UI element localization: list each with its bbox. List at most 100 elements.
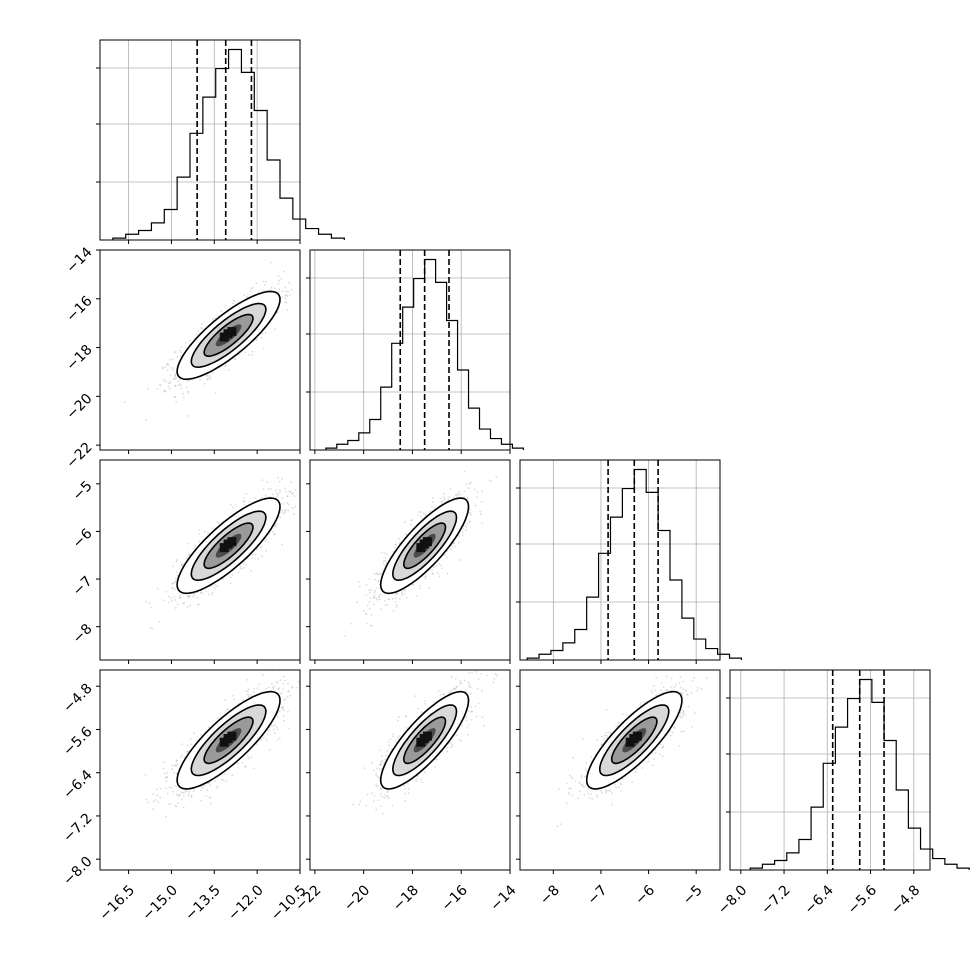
scatter-point: [174, 385, 176, 388]
scatter-point: [185, 557, 188, 560]
scatter-point: [458, 535, 461, 538]
scatter-point: [172, 369, 175, 372]
scatter-point: [222, 578, 224, 581]
scatter-point: [233, 300, 236, 302]
scatter-point: [283, 270, 285, 273]
scatter-point: [247, 694, 250, 697]
scatter-point: [177, 384, 179, 387]
scatter-point: [463, 470, 466, 473]
scatter-point: [280, 277, 282, 280]
panel-1-1: [306, 249, 525, 454]
scatter-point: [174, 805, 177, 807]
scatter-point: [284, 297, 287, 300]
scatter-point: [368, 578, 371, 580]
scatter-point: [369, 597, 372, 599]
scatter-point: [392, 610, 395, 612]
scatter-point: [388, 598, 391, 601]
scatter-point: [208, 781, 211, 784]
scatter-point: [225, 780, 227, 783]
scatter-point: [187, 555, 190, 558]
scatter-point: [147, 387, 150, 390]
scatter-point: [233, 358, 236, 360]
scatter-point: [179, 596, 182, 599]
scatter-point: [465, 483, 468, 486]
scatter-point: [291, 686, 293, 689]
scatter-point: [273, 533, 276, 536]
scatter-point: [369, 624, 372, 627]
scatter-point: [248, 500, 251, 503]
scatter-point: [173, 378, 176, 381]
scatter-point: [379, 593, 382, 596]
panel-content: [344, 470, 498, 638]
scatter-point: [245, 690, 248, 693]
scatter-point: [151, 627, 154, 630]
scatter-point: [468, 520, 471, 523]
scatter-point: [200, 591, 202, 594]
scatter-point: [177, 379, 180, 382]
scatter-point: [255, 282, 258, 285]
scatter-point: [261, 555, 263, 558]
scatter-point: [256, 687, 259, 690]
scatter-point: [175, 571, 178, 574]
scatter-point: [246, 293, 249, 296]
scatter-point: [303, 284, 305, 286]
scatter-point: [264, 540, 267, 542]
scatter-point: [176, 356, 179, 359]
scatter-point: [284, 294, 287, 297]
scatter-point: [424, 514, 427, 516]
scatter-point: [269, 488, 272, 490]
scatter-point: [401, 592, 404, 595]
scatter-point: [188, 595, 191, 598]
scatter-point: [163, 389, 166, 392]
scatter-point: [187, 595, 189, 598]
scatter-point: [192, 593, 195, 595]
scatter-point: [200, 326, 203, 329]
scatter-point: [266, 481, 269, 484]
scatter-point: [174, 375, 177, 377]
scatter-point: [213, 586, 216, 589]
scatter-point: [217, 315, 220, 317]
scatter-point: [151, 808, 154, 811]
scatter-point: [371, 624, 374, 627]
scatter-point: [495, 476, 498, 479]
scatter-point: [350, 622, 353, 625]
scatter-point: [418, 587, 421, 590]
scatter-point: [169, 382, 172, 385]
scatter-point: [152, 800, 155, 803]
scatter-point: [197, 603, 200, 606]
scatter-point: [231, 774, 234, 777]
scatter-point: [180, 564, 183, 567]
scatter-point: [175, 560, 178, 563]
scatter-point: [273, 532, 276, 535]
scatter-point: [385, 553, 388, 556]
scatter-point: [449, 487, 452, 490]
scatter-point: [276, 716, 279, 718]
scatter-point: [162, 367, 164, 370]
scatter-point: [198, 540, 201, 543]
scatter-point: [262, 280, 265, 283]
scatter-point: [251, 557, 254, 560]
scatter-point: [412, 583, 415, 586]
scatter-point: [194, 544, 197, 547]
scatter-point: [175, 578, 177, 580]
scatter-point: [344, 635, 347, 638]
scatter-point: [410, 519, 412, 522]
scatter-point: [459, 559, 462, 561]
scatter-point: [165, 590, 168, 593]
scatter-point: [182, 562, 185, 565]
scatter-point: [243, 496, 245, 499]
scatter-point: [466, 496, 469, 499]
scatter-point: [357, 580, 360, 583]
scatter-point: [440, 501, 443, 504]
scatter-point: [384, 557, 387, 559]
scatter-point: [174, 607, 177, 609]
scatter-point: [152, 793, 155, 795]
scatter-point: [270, 724, 273, 727]
scatter-point: [175, 760, 178, 763]
scatter-point: [368, 591, 371, 594]
scatter-point: [286, 309, 289, 312]
scatter-point: [243, 294, 246, 297]
scatter-point: [182, 806, 185, 809]
scatter-point: [458, 490, 460, 493]
scatter-point: [277, 494, 279, 496]
